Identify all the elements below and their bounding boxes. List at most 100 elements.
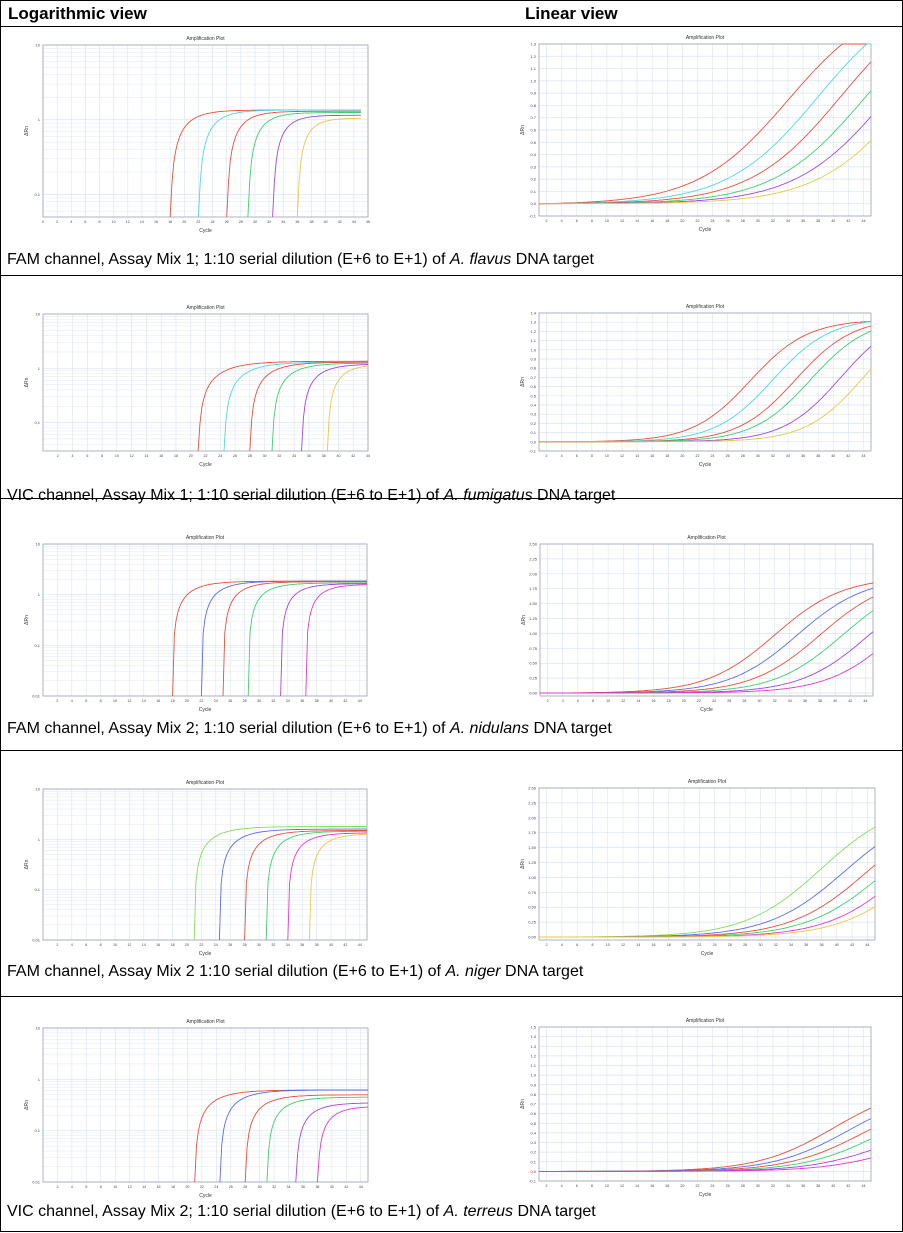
amplification-curve-2 (219, 1089, 368, 1183)
x-tick-label: 32 (771, 219, 775, 223)
y-tick-label: 0.0 (530, 1169, 536, 1174)
amplification-curve-4 (265, 830, 367, 941)
y-tick-label: 0.2 (530, 421, 536, 426)
y-tick-label: 0.6 (530, 128, 536, 133)
amplification-curve-5 (287, 832, 367, 941)
x-tick-label: 42 (846, 219, 850, 223)
y-tick-label: 0.1 (530, 430, 536, 435)
amplification-curve-6 (539, 368, 872, 443)
y-tick-label: 10 (36, 43, 41, 48)
amplification-curve-3 (244, 1094, 368, 1183)
x-tick-label: 40 (330, 1185, 334, 1189)
x-tick-label: 6 (576, 1184, 578, 1188)
x-tick-label: 28 (248, 454, 252, 458)
y-tick-label: 0.4 (530, 403, 536, 408)
y-tick-label: 0.9 (530, 357, 536, 362)
table-header: Logarithmic view Linear view (1, 1, 902, 27)
x-tick-label: 14 (635, 219, 639, 223)
amplification-curve-4 (266, 1096, 368, 1183)
y-tick-label: 1.00 (529, 631, 538, 636)
y-tick-label: 0.8 (530, 103, 536, 108)
x-tick-label: 32 (277, 454, 281, 458)
plot-frame (42, 313, 369, 452)
amplification-curve-6 (540, 653, 874, 694)
y-tick-label: 0.2 (530, 177, 536, 182)
x-tick-label: 18 (171, 699, 175, 703)
x-tick-label: 4 (71, 1185, 73, 1189)
plot-frame (539, 543, 874, 697)
x-tick-label: 40 (831, 1184, 835, 1188)
x-tick-label: 28 (743, 943, 747, 947)
x-tick-label: 38 (820, 943, 824, 947)
x-tick-label: 40 (329, 943, 333, 947)
x-tick-label: 40 (833, 699, 837, 703)
y-tick-label: 10 (36, 312, 41, 317)
x-tick-label: 26 (728, 943, 732, 947)
y-axis-label: ΔRn (24, 377, 30, 387)
plot-frame (42, 44, 369, 218)
x-axis-label: Cycle (699, 227, 712, 233)
y-tick-label: 0.9 (530, 1082, 536, 1087)
y-tick-label: 0.75 (528, 890, 537, 895)
x-tick-label: 28 (742, 699, 746, 703)
y-tick-label: 0.3 (530, 412, 536, 417)
x-tick-label: 36 (307, 454, 311, 458)
y-tick-label: 1.2 (530, 329, 536, 334)
y-tick-label: 1.50 (529, 601, 538, 606)
y-tick-label: 2.00 (529, 571, 538, 576)
x-tick-label: 28 (243, 943, 247, 947)
y-tick-label: 0,1 (34, 420, 40, 425)
x-tick-label: 4 (72, 454, 74, 458)
x-tick-label: 24 (711, 454, 715, 458)
y-tick-label: 0.9 (530, 91, 536, 96)
chart-title: Amplification Plot (686, 35, 725, 41)
x-tick-label: 14 (144, 454, 148, 458)
x-tick-label: 2 (56, 699, 58, 703)
x-axis-label: Cycle (699, 462, 712, 468)
x-tick-label: 10 (113, 943, 117, 947)
amplification-curve-5 (280, 583, 367, 697)
amplification-curve-6 (326, 365, 369, 452)
y-tick-label: 1.75 (528, 830, 537, 835)
x-tick-label: 4 (562, 699, 564, 703)
amplification-curve-2 (197, 109, 361, 218)
x-tick-label: 26 (726, 1184, 730, 1188)
row-caption: FAM channel, Assay Mix 2; 1:10 serial di… (7, 720, 612, 738)
y-tick-label: 0.1 (34, 192, 40, 197)
x-tick-label: 36 (803, 699, 807, 703)
x-tick-label: 42 (344, 1185, 348, 1189)
x-tick-label: 24 (214, 943, 218, 947)
y-tick-label: 0.4 (530, 152, 536, 157)
plot-frame (538, 787, 876, 941)
x-tick-label: 20 (682, 943, 686, 947)
x-tick-label: 42 (338, 220, 342, 224)
y-tick-label: 0.7 (530, 375, 536, 380)
caption-species: A. terreus (443, 1203, 514, 1220)
x-tick-label: 34 (281, 220, 285, 224)
x-tick-label: 30 (758, 943, 762, 947)
y-tick-label: 0.00 (529, 691, 538, 696)
x-tick-label: 44 (865, 943, 869, 947)
x-tick-label: 28 (741, 454, 745, 458)
chart-title: Amplification Plot (186, 780, 225, 786)
x-tick-label: 18 (665, 219, 669, 223)
y-tick-label: 0.50 (529, 661, 538, 666)
x-tick-label: 30 (257, 943, 261, 947)
x-tick-label: 36 (801, 454, 805, 458)
x-tick-label: 4 (70, 220, 72, 224)
y-tick-label: 1.0 (530, 1073, 536, 1078)
x-tick-label: 34 (788, 699, 792, 703)
x-tick-label: 14 (635, 1184, 639, 1188)
x-tick-label: 8 (101, 454, 103, 458)
x-tick-label: 22 (199, 699, 203, 703)
amplification-curve-2 (218, 828, 367, 941)
y-tick-label: 0.00 (528, 935, 537, 940)
chart-title: Amplification Plot (186, 36, 225, 42)
x-tick-label: 38 (818, 699, 822, 703)
x-tick-label: 24 (218, 454, 222, 458)
